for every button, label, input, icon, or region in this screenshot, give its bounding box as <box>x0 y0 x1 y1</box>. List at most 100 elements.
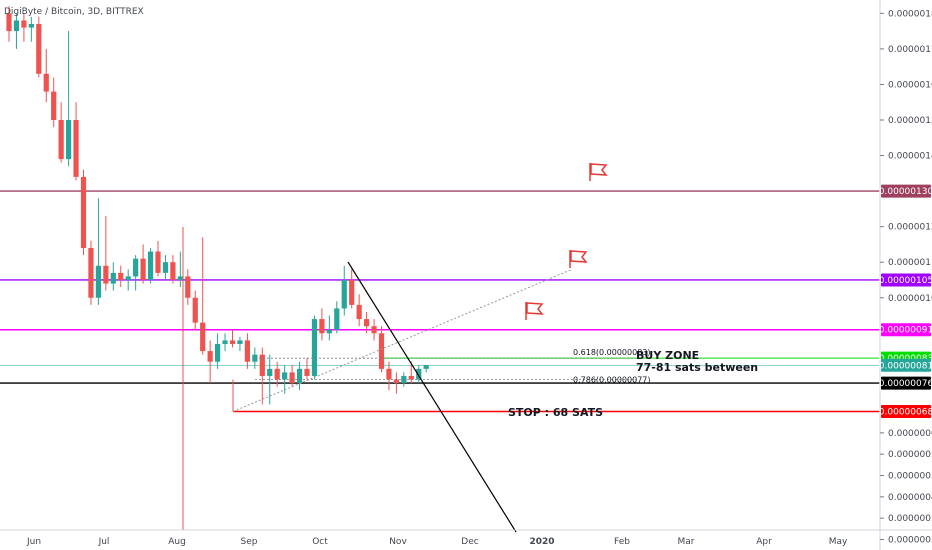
candle-body <box>356 304 362 320</box>
candle-body <box>73 120 79 177</box>
price-level-badge[interactable] <box>881 323 931 337</box>
x-tick-label: Mar <box>678 537 695 547</box>
dotted-trend-line <box>232 268 573 412</box>
candle-body <box>289 372 295 384</box>
candle-body <box>95 265 101 298</box>
y-tick-label: 0.00000160 <box>888 80 932 90</box>
candle-body <box>296 368 303 384</box>
candle-body <box>378 333 385 369</box>
y-tick-label: 0.00000056 <box>888 450 932 460</box>
candle-body <box>88 247 94 298</box>
candle-body <box>364 319 370 327</box>
candle-body <box>408 375 414 380</box>
x-tick-label: Jun <box>26 537 41 547</box>
chart-title: DigiByte / Bitcoin, 3D, BITTREX <box>4 7 144 17</box>
flag-icon <box>589 163 608 181</box>
x-tick-label: 2020 <box>529 537 554 547</box>
candle-body <box>200 322 206 352</box>
y-tick-label: 0.00000050 <box>888 472 932 482</box>
price-level-badge-label: 0.00000091 <box>879 326 932 336</box>
candle-body <box>393 379 399 384</box>
y-tick-label: 0.00000140 <box>888 152 932 162</box>
candle-body <box>207 351 213 362</box>
candle-body <box>386 368 392 380</box>
candle-body <box>13 20 20 32</box>
x-tick-label: Sep <box>241 537 258 547</box>
candle-body <box>185 276 191 298</box>
candle-body <box>51 91 57 120</box>
candle-body <box>215 343 221 362</box>
candle-body <box>133 258 139 277</box>
price-level-badge-label: 0.00000081 <box>879 361 932 371</box>
candle-body <box>237 340 243 344</box>
price-level-badge[interactable] <box>881 376 931 390</box>
y-tick-label: 0.00000044 <box>888 493 932 503</box>
candle-body <box>349 279 355 305</box>
candle-body <box>80 176 87 248</box>
flag-shape <box>590 163 608 176</box>
drawings-layer: 0.618(0.00000083) 0.786(0.00000077) BUY ZO… <box>182 163 758 533</box>
time-axis[interactable]: Jun Jul Aug Sep Oct Nov Dec 2020 Feb Mar Apr May <box>0 529 932 547</box>
candle-body <box>110 272 116 284</box>
y-tick-label: 0.00000038 <box>888 514 932 524</box>
price-level-badge-label: 0.00000076 <box>879 379 932 389</box>
candle-body <box>36 24 42 74</box>
stop-label: STOP : 68 SATS <box>508 406 603 419</box>
candle-body <box>416 368 422 380</box>
price-level-badge[interactable] <box>881 273 931 287</box>
y-tick-label: 0.00000032 <box>888 535 932 545</box>
levels-layer <box>0 190 880 413</box>
candle-body <box>66 120 72 160</box>
candle-body <box>222 340 228 344</box>
price-level-badge[interactable] <box>881 405 931 419</box>
candles-layer <box>6 6 429 405</box>
candle-body <box>125 276 131 280</box>
candle-body <box>118 272 124 280</box>
flag-shape <box>570 250 588 263</box>
candle-body <box>423 365 429 369</box>
candle-body <box>140 258 146 280</box>
y-tick-label: 0.00000180 <box>888 9 932 19</box>
candle-body <box>58 120 64 160</box>
candle-body <box>274 368 280 380</box>
price-level-badge-label: 0.00000105 <box>879 276 932 286</box>
candle-body <box>155 251 161 273</box>
candle-body <box>103 265 109 284</box>
flag-icon <box>525 302 544 320</box>
x-tick-label: Oct <box>312 537 328 547</box>
y-tick-label: 0.00000120 <box>888 223 932 233</box>
y-tick-label: 0.00000170 <box>888 45 932 55</box>
candle-body <box>147 251 154 280</box>
y-tick-label: 0.00000100 <box>888 294 932 304</box>
candle-body <box>162 262 169 273</box>
y-tick-label: 0.00000110 <box>888 258 932 268</box>
price-level-badge-label: 0.00000068 <box>879 408 932 418</box>
x-tick-label: Apr <box>756 537 772 547</box>
descending-trend-line <box>347 261 517 533</box>
candle-body <box>341 279 347 309</box>
x-tick-label: May <box>829 537 848 547</box>
candle-body <box>6 13 12 32</box>
x-tick-label: Nov <box>389 537 407 547</box>
candle-body <box>43 73 49 92</box>
buy-zone-label: BUY ZONE <box>636 349 699 362</box>
candle-body <box>244 340 250 362</box>
candle-body <box>371 326 377 334</box>
candle-body <box>311 319 318 376</box>
price-level-badge-label: 0.00000130 <box>879 187 932 197</box>
price-level-badge[interactable] <box>881 184 931 198</box>
candle-body <box>177 276 183 280</box>
candle-body <box>304 368 310 376</box>
price-level-badge[interactable] <box>881 358 931 372</box>
y-tick-label: 0.00000062 <box>888 429 932 439</box>
x-tick-label: Dec <box>461 537 478 547</box>
x-tick-label: Aug <box>168 537 186 547</box>
candle-body <box>326 329 332 334</box>
candle-body <box>170 262 176 280</box>
y-tick-label: 0.00000150 <box>888 116 932 126</box>
candle-body <box>319 319 325 334</box>
price-axis[interactable]: 0.00000180 0.00000170 0.00000160 0.00000150… <box>879 0 932 550</box>
candle-body <box>267 368 273 376</box>
